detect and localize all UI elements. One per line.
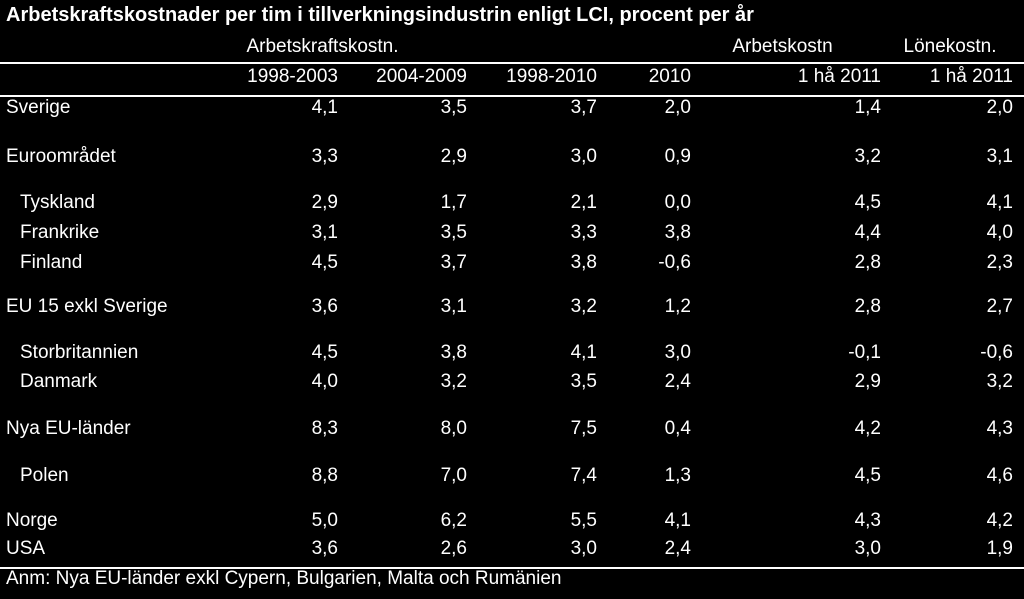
cell: 3,8 [664,222,691,243]
cell: -0,6 [980,342,1013,363]
row-label: Storbritannien [20,342,139,363]
cell: 4,2 [854,418,881,439]
cell: 2,8 [854,296,881,317]
cell: 3,8 [440,342,467,363]
row-label: Tyskland [20,192,95,213]
cell: -0,6 [658,252,691,273]
cell: 0,0 [664,192,691,213]
cell: 4,1 [986,192,1013,213]
column-header: 1998-2010 [506,66,597,87]
cell: 5,5 [570,510,597,531]
cell: -0,1 [848,342,881,363]
cell: 3,5 [570,371,597,392]
cell: 8,0 [440,418,467,439]
cell: 3,2 [854,146,881,167]
cell: 3,7 [440,252,467,273]
cell: 2,4 [664,371,691,392]
cell: 3,3 [311,146,338,167]
cell: 2,4 [664,538,691,559]
column-header: 1998-2003 [247,66,338,87]
cell: 3,2 [440,371,467,392]
cell: 3,0 [854,538,881,559]
cell: 4,0 [311,371,338,392]
rule [0,95,1024,97]
rule [0,567,1024,569]
cell: 3,3 [570,222,597,243]
cell: 2,9 [311,192,338,213]
cell: 1,3 [664,465,691,486]
row-label: USA [6,538,46,559]
cell: 2,1 [570,192,597,213]
cell: 7,5 [570,418,597,439]
cell: 4,1 [664,510,691,531]
row-label: Euroområdet [6,146,116,167]
cell: 1,7 [440,192,467,213]
column-header: 2004-2009 [376,66,467,87]
cell: 4,1 [570,342,597,363]
cell: 4,2 [986,510,1013,531]
column-header: 1 hå 2011 [797,66,881,87]
cell: 2,6 [440,538,467,559]
cell: 4,3 [986,418,1013,439]
column-header: 2010 [648,66,691,87]
cell: 4,5 [854,192,881,213]
cell: 3,5 [440,97,467,118]
cell: 8,3 [311,418,338,439]
cell: 4,5 [311,342,338,363]
group-header: Arbetskostn [732,36,833,57]
cell: 3,8 [570,252,597,273]
cell: 1,2 [664,296,691,317]
cell: 2,0 [664,97,691,118]
cell: 4,5 [854,465,881,486]
cell: 7,4 [570,465,597,486]
cell: 6,2 [440,510,467,531]
cell: 3,1 [440,296,467,317]
row-label: Nya EU-länder [6,418,131,439]
cell: 3,1 [986,146,1013,167]
cell: 3,6 [311,538,338,559]
column-header: 1 hå 2011 [929,66,1013,87]
cell: 4,5 [311,252,338,273]
cell: 2,9 [854,371,881,392]
cell: 3,1 [311,222,338,243]
group-header: Arbetskraftskostn. [246,36,399,57]
cell: 0,9 [664,146,691,167]
cell: 3,2 [986,371,1013,392]
cell: 4,0 [986,222,1013,243]
footnote: Anm: Nya EU-länder exkl Cypern, Bulgarie… [6,568,562,589]
cell: 2,7 [986,296,1013,317]
rule [0,62,1024,64]
cell: 2,3 [986,252,1013,273]
cell: 4,6 [986,465,1013,486]
row-label: Sverige [6,97,71,118]
row-label: Norge [6,510,58,531]
cell: 1,4 [854,97,881,118]
cell: 3,0 [664,342,691,363]
cell: 3,6 [311,296,338,317]
cell: 1,9 [986,538,1013,559]
row-label: EU 15 exkl Sverige [6,296,168,317]
cell: 3,0 [570,538,597,559]
cell: 3,2 [570,296,597,317]
group-header: Lönekostn. [903,36,997,57]
title: Arbetskraftskostnader per tim i tillverk… [6,4,754,26]
cell: 3,7 [570,97,597,118]
row-label: Polen [20,465,69,486]
cell: 2,8 [854,252,881,273]
cell: 4,1 [311,97,338,118]
cell: 8,8 [311,465,338,486]
row-label: Frankrike [20,222,100,243]
cell: 0,4 [664,418,691,439]
cell: 3,0 [570,146,597,167]
row-label: Finland [20,252,83,273]
cell: 4,3 [854,510,881,531]
cell: 7,0 [440,465,467,486]
cell: 2,0 [986,97,1013,118]
cell: 4,4 [854,222,881,243]
row-label: Danmark [20,371,98,392]
cell: 2,9 [440,146,467,167]
cell: 5,0 [311,510,338,531]
cell: 3,5 [440,222,467,243]
